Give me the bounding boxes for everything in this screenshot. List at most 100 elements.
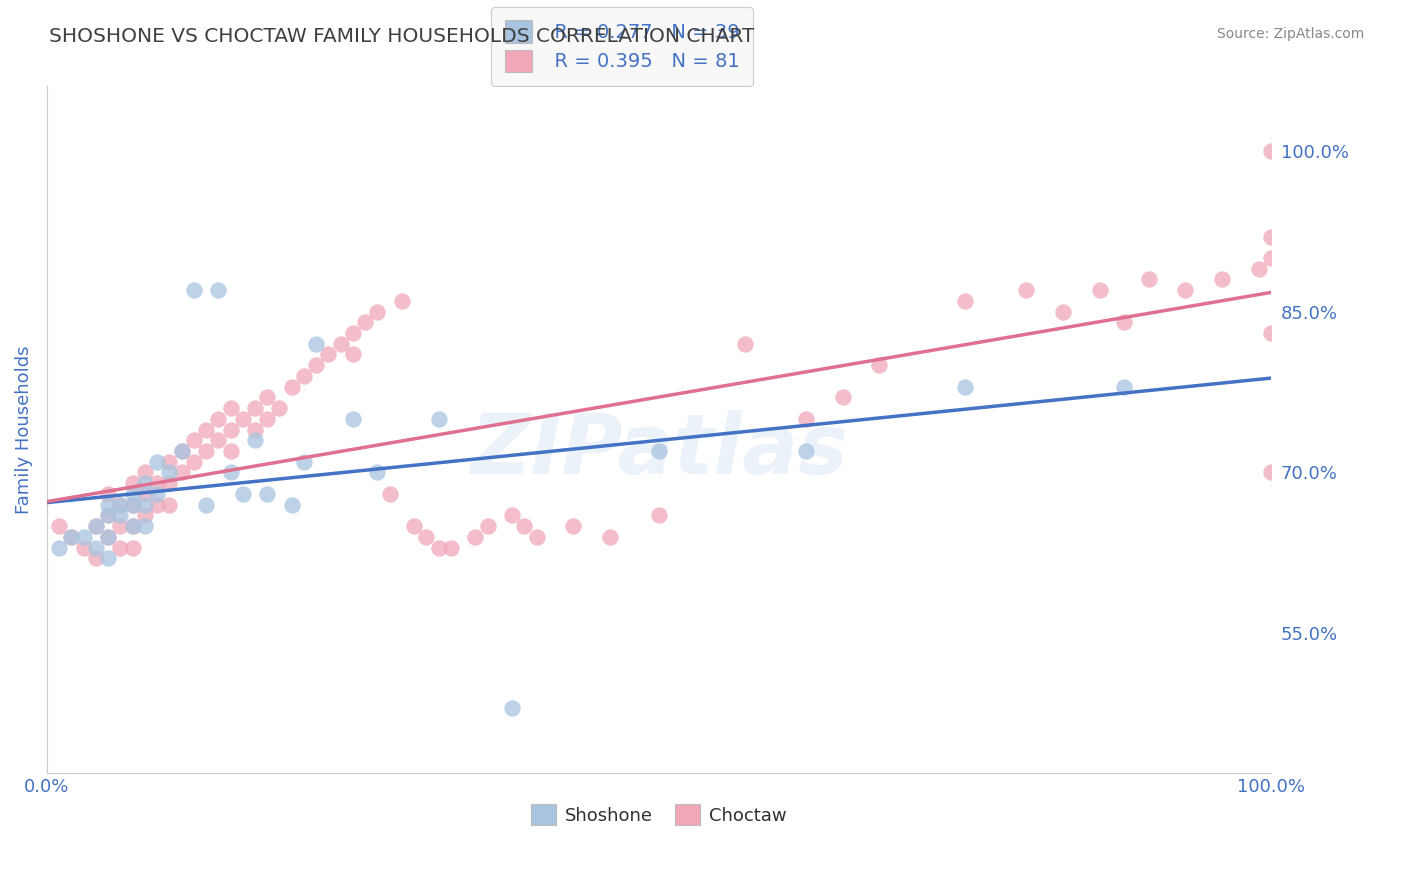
- Point: [195, 498, 218, 512]
- Point: [366, 466, 388, 480]
- Point: [243, 423, 266, 437]
- Point: [953, 379, 976, 393]
- Point: [404, 519, 426, 533]
- Point: [146, 476, 169, 491]
- Point: [280, 379, 302, 393]
- Point: [1052, 304, 1074, 318]
- Point: [146, 498, 169, 512]
- Point: [134, 508, 156, 523]
- Point: [97, 530, 120, 544]
- Point: [219, 444, 242, 458]
- Point: [329, 336, 352, 351]
- Point: [342, 347, 364, 361]
- Point: [121, 541, 143, 555]
- Point: [232, 412, 254, 426]
- Point: [318, 347, 340, 361]
- Point: [427, 541, 450, 555]
- Point: [195, 423, 218, 437]
- Point: [110, 498, 132, 512]
- Point: [121, 498, 143, 512]
- Point: [1211, 272, 1233, 286]
- Point: [292, 368, 315, 383]
- Point: [110, 508, 132, 523]
- Point: [207, 283, 229, 297]
- Point: [97, 530, 120, 544]
- Point: [48, 541, 70, 555]
- Point: [121, 519, 143, 533]
- Point: [72, 541, 94, 555]
- Point: [256, 487, 278, 501]
- Point: [526, 530, 548, 544]
- Point: [183, 434, 205, 448]
- Point: [183, 283, 205, 297]
- Point: [219, 401, 242, 416]
- Point: [157, 498, 180, 512]
- Point: [734, 336, 756, 351]
- Point: [562, 519, 585, 533]
- Point: [953, 293, 976, 308]
- Point: [97, 508, 120, 523]
- Point: [97, 508, 120, 523]
- Point: [219, 466, 242, 480]
- Point: [269, 401, 291, 416]
- Point: [256, 390, 278, 404]
- Point: [84, 519, 107, 533]
- Point: [48, 519, 70, 533]
- Point: [477, 519, 499, 533]
- Legend: Shoshone, Choctaw: Shoshone, Choctaw: [524, 797, 794, 832]
- Point: [146, 455, 169, 469]
- Point: [1247, 261, 1270, 276]
- Point: [97, 487, 120, 501]
- Point: [292, 455, 315, 469]
- Text: Source: ZipAtlas.com: Source: ZipAtlas.com: [1216, 27, 1364, 41]
- Point: [464, 530, 486, 544]
- Point: [1260, 251, 1282, 265]
- Point: [121, 519, 143, 533]
- Point: [1260, 466, 1282, 480]
- Point: [1260, 229, 1282, 244]
- Point: [427, 412, 450, 426]
- Point: [170, 444, 193, 458]
- Point: [219, 423, 242, 437]
- Point: [1088, 283, 1111, 297]
- Point: [207, 412, 229, 426]
- Point: [134, 487, 156, 501]
- Point: [305, 358, 328, 372]
- Point: [183, 455, 205, 469]
- Point: [280, 498, 302, 512]
- Point: [868, 358, 890, 372]
- Point: [134, 476, 156, 491]
- Text: ZIPatlas: ZIPatlas: [470, 409, 848, 491]
- Point: [1114, 379, 1136, 393]
- Point: [72, 530, 94, 544]
- Point: [1114, 315, 1136, 329]
- Point: [110, 498, 132, 512]
- Point: [84, 551, 107, 566]
- Point: [501, 701, 523, 715]
- Point: [648, 444, 671, 458]
- Point: [110, 519, 132, 533]
- Point: [207, 434, 229, 448]
- Point: [157, 466, 180, 480]
- Point: [97, 551, 120, 566]
- Point: [134, 519, 156, 533]
- Point: [366, 304, 388, 318]
- Point: [121, 487, 143, 501]
- Point: [243, 434, 266, 448]
- Point: [110, 541, 132, 555]
- Point: [501, 508, 523, 523]
- Point: [232, 487, 254, 501]
- Point: [60, 530, 83, 544]
- Point: [170, 444, 193, 458]
- Point: [378, 487, 401, 501]
- Point: [157, 455, 180, 469]
- Point: [305, 336, 328, 351]
- Point: [1174, 283, 1197, 297]
- Point: [60, 530, 83, 544]
- Point: [831, 390, 853, 404]
- Point: [146, 487, 169, 501]
- Point: [342, 412, 364, 426]
- Y-axis label: Family Households: Family Households: [15, 345, 32, 514]
- Point: [84, 541, 107, 555]
- Point: [134, 498, 156, 512]
